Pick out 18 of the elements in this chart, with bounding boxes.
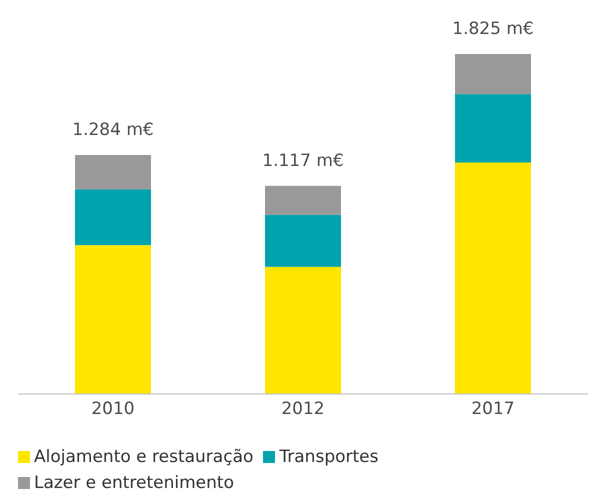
annotation: 1.117 m€ (262, 150, 344, 171)
x-tick-label: 2012 (281, 399, 325, 420)
annotation: 1.284 m€ (72, 120, 154, 140)
bar (455, 162, 531, 394)
bar (265, 186, 341, 215)
bar (75, 245, 151, 394)
annotation: 1.825 m€ (452, 19, 534, 39)
bar (455, 54, 531, 94)
legend-label: Transportes (279, 447, 378, 467)
bar (265, 214, 341, 267)
bar (265, 266, 341, 394)
bar (75, 154, 151, 190)
legend-label: Lazer e entretenimento (34, 473, 234, 493)
bar (455, 94, 531, 162)
x-tick-label: 2017 (471, 399, 515, 420)
x-tick-label: 2010 (91, 399, 135, 420)
legend-label: Alojamento e restauração (34, 447, 254, 467)
bar (75, 189, 151, 246)
